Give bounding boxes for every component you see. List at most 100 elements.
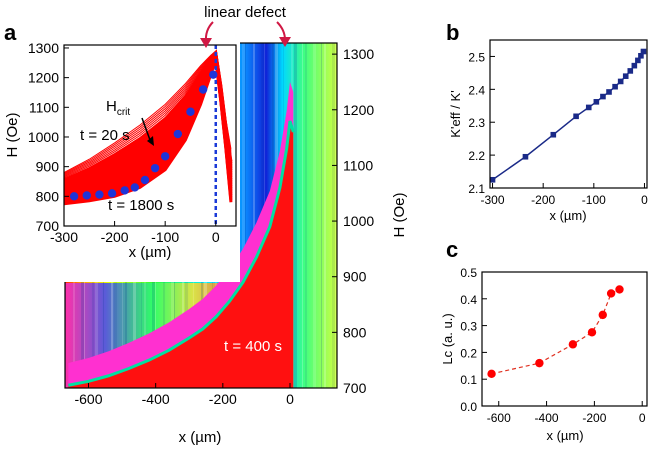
- panel-a-x-axis: -600 -400 -200 0: [74, 383, 294, 407]
- keff-point: [489, 176, 496, 183]
- linear-defect-label: linear defect: [204, 4, 287, 21]
- x-tick-label: -400: [535, 411, 559, 425]
- hcrit-point: [82, 191, 91, 200]
- hcrit-point: [130, 183, 140, 192]
- panel-a-y-label: H (Oe): [391, 192, 408, 237]
- keff-point: [606, 89, 612, 95]
- red-region: [68, 120, 294, 388]
- y-tick-label: 1100: [29, 99, 59, 115]
- hcrit-point: [209, 70, 218, 79]
- x-tick-label: -200: [209, 391, 237, 407]
- panel-a-x-label: x (µm): [179, 429, 222, 446]
- x-tick-label: -200: [582, 411, 606, 425]
- hcrit-point: [107, 189, 117, 198]
- panel-b-plot: [489, 48, 647, 183]
- colormap-stripe: [305, 43, 307, 388]
- hcrit-point: [160, 152, 170, 161]
- lc-point: [587, 328, 597, 337]
- colormap-stripe: [253, 43, 255, 388]
- panel-letter-b: b: [446, 20, 459, 45]
- inset-y-axis: 700 800 900 1000 1100 1200 1300: [28, 40, 69, 234]
- hcrit-point: [95, 190, 104, 199]
- y-tick-label: 700: [36, 218, 60, 234]
- annotation-t1800: t = 1800 s: [108, 197, 174, 214]
- inset-x-label: x (µm): [129, 244, 172, 261]
- y-tick-label: 0.0: [460, 400, 477, 414]
- hcrit-point: [140, 175, 150, 185]
- annotation-t20: t = 20 s: [80, 127, 130, 144]
- x-tick-label: -400: [142, 391, 170, 407]
- colormap-stripe: [335, 43, 336, 388]
- keff-point: [522, 153, 529, 160]
- panel-c-x-axis: -600 -400 -200 0: [487, 401, 646, 425]
- x-tick-label: -300: [50, 229, 78, 245]
- panel-b-y-axis: 2.1 2.2 2.3 2.4 2.5: [468, 50, 495, 196]
- y-tick-label: 1200: [28, 70, 59, 86]
- hcrit-point: [198, 85, 208, 94]
- colormap-stripe: [242, 43, 245, 388]
- keff-point: [638, 52, 644, 59]
- x-tick-label: 0: [286, 391, 294, 407]
- y-tick-label: 0.4: [460, 293, 477, 307]
- lc-fit-line: [491, 288, 620, 375]
- magenta-region: [68, 81, 294, 386]
- y-tick-label: 2.3: [468, 116, 485, 130]
- hcrit-arrowhead: [147, 136, 154, 146]
- y-tick-label: 0.2: [460, 346, 477, 360]
- keff-point: [550, 131, 557, 138]
- y-tick-label: 900: [343, 269, 367, 285]
- y-tick-label: 1300: [343, 46, 374, 62]
- keff-point: [612, 83, 618, 90]
- x-tick-label: -300: [481, 193, 505, 207]
- keff-point: [635, 57, 641, 64]
- y-tick-label: 1000: [28, 129, 59, 145]
- panel-c-y-axis: 0.0 0.1 0.2 0.3 0.4 0.5: [460, 266, 487, 414]
- hcrit-point: [186, 107, 195, 116]
- panel-c-x-label: x (µm): [546, 428, 583, 443]
- y-tick-label: 1300: [28, 40, 59, 56]
- hcrit-arrow: [141, 117, 151, 141]
- x-tick-label: 0: [641, 193, 648, 207]
- annotation-hcrit: Hcrit: [106, 98, 130, 118]
- y-tick-label: 1100: [343, 157, 373, 173]
- lc-point: [615, 285, 624, 294]
- colormap-stripe: [321, 43, 322, 388]
- x-tick-label: 0: [212, 229, 220, 245]
- y-tick-label: 1000: [343, 213, 374, 229]
- y-tick-label: 0.5: [460, 266, 477, 280]
- panel-b-y-label: K'eff / K': [448, 90, 463, 137]
- y-tick-label: 2.4: [468, 83, 485, 97]
- hcrit-points: [69, 70, 218, 201]
- x-tick-label: -100: [151, 229, 179, 245]
- x-tick-label: -100: [582, 193, 606, 207]
- hcrit-point: [120, 186, 129, 195]
- keff-point: [593, 99, 600, 105]
- keff-point: [600, 93, 606, 100]
- y-tick-label: 2.1: [468, 182, 485, 196]
- keff-point: [631, 62, 638, 69]
- defect-arrowhead-right: [279, 37, 291, 47]
- keff-point: [585, 104, 592, 111]
- panel-c-y-label: Lc (a. u.): [440, 313, 455, 364]
- keff-point: [617, 78, 624, 85]
- annotation-t400: t = 400 s: [224, 338, 282, 355]
- y-tick-label: 2.2: [468, 149, 485, 163]
- panel-b-frame: [489, 39, 648, 189]
- y-tick-label: 800: [36, 188, 60, 204]
- y-tick-label: 900: [36, 159, 60, 175]
- colormap-stripe: [324, 43, 326, 388]
- domain-front-line: [68, 120, 295, 387]
- y-tick-label: 800: [343, 324, 367, 340]
- panel-letter-a: a: [4, 20, 17, 45]
- panel-b-x-label: x (µm): [549, 208, 586, 223]
- x-tick-label: -200: [531, 193, 555, 207]
- hcrit-point: [69, 192, 79, 201]
- lc-point: [598, 310, 607, 320]
- keff-line: [492, 51, 645, 181]
- y-tick-label: 0.1: [460, 373, 477, 387]
- lc-point: [606, 289, 616, 298]
- x-tick-label: -200: [101, 229, 129, 245]
- colormap-stripe: [302, 43, 303, 388]
- y-tick-label: 1200: [343, 102, 374, 118]
